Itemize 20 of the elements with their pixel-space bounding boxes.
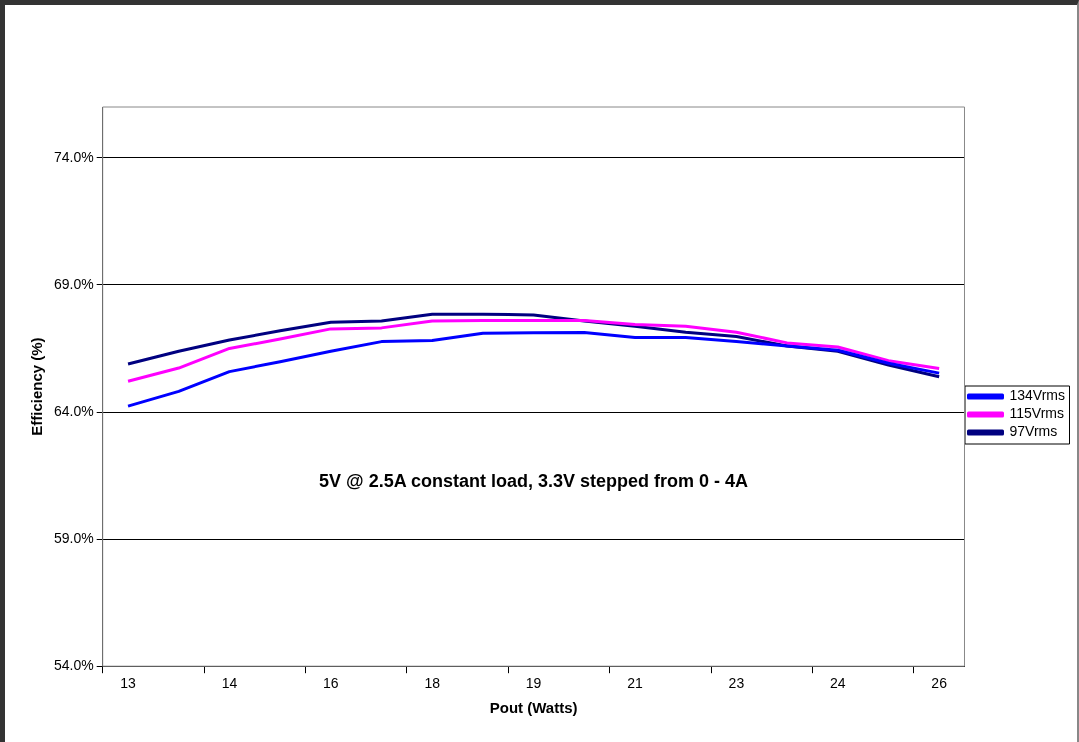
legend-label: 115Vrms [1009,405,1064,422]
y-tick-label: 74.0% [53,148,94,165]
x-tick-label: 16 [323,675,339,692]
x-axis-title: Pout (Watts) [489,699,578,717]
annotation: 5V @ 2.5A constant load, 3.3V stepped from 0 - 4A [319,470,749,491]
legend-label: 97Vrms [1009,423,1058,440]
x-tick-label: 24 [829,675,846,692]
x-tick-label: 23 [728,675,745,692]
x-tick-label: 26 [931,675,948,692]
x-tick-label: 21 [627,675,643,692]
y-axis-title: Efficiency (%) [28,337,46,436]
y-tick-label: 59.0% [53,529,94,546]
legend-label: 134Vrms [1009,387,1066,404]
x-tick-label: 14 [221,675,238,692]
y-tick-label: 64.0% [53,402,94,419]
x-tick-label: 13 [120,675,137,692]
y-tick-label: 54.0% [53,657,94,674]
y-tick-label: 69.0% [53,275,94,292]
x-tick-label: 19 [525,675,542,692]
x-tick-label: 18 [424,675,441,692]
